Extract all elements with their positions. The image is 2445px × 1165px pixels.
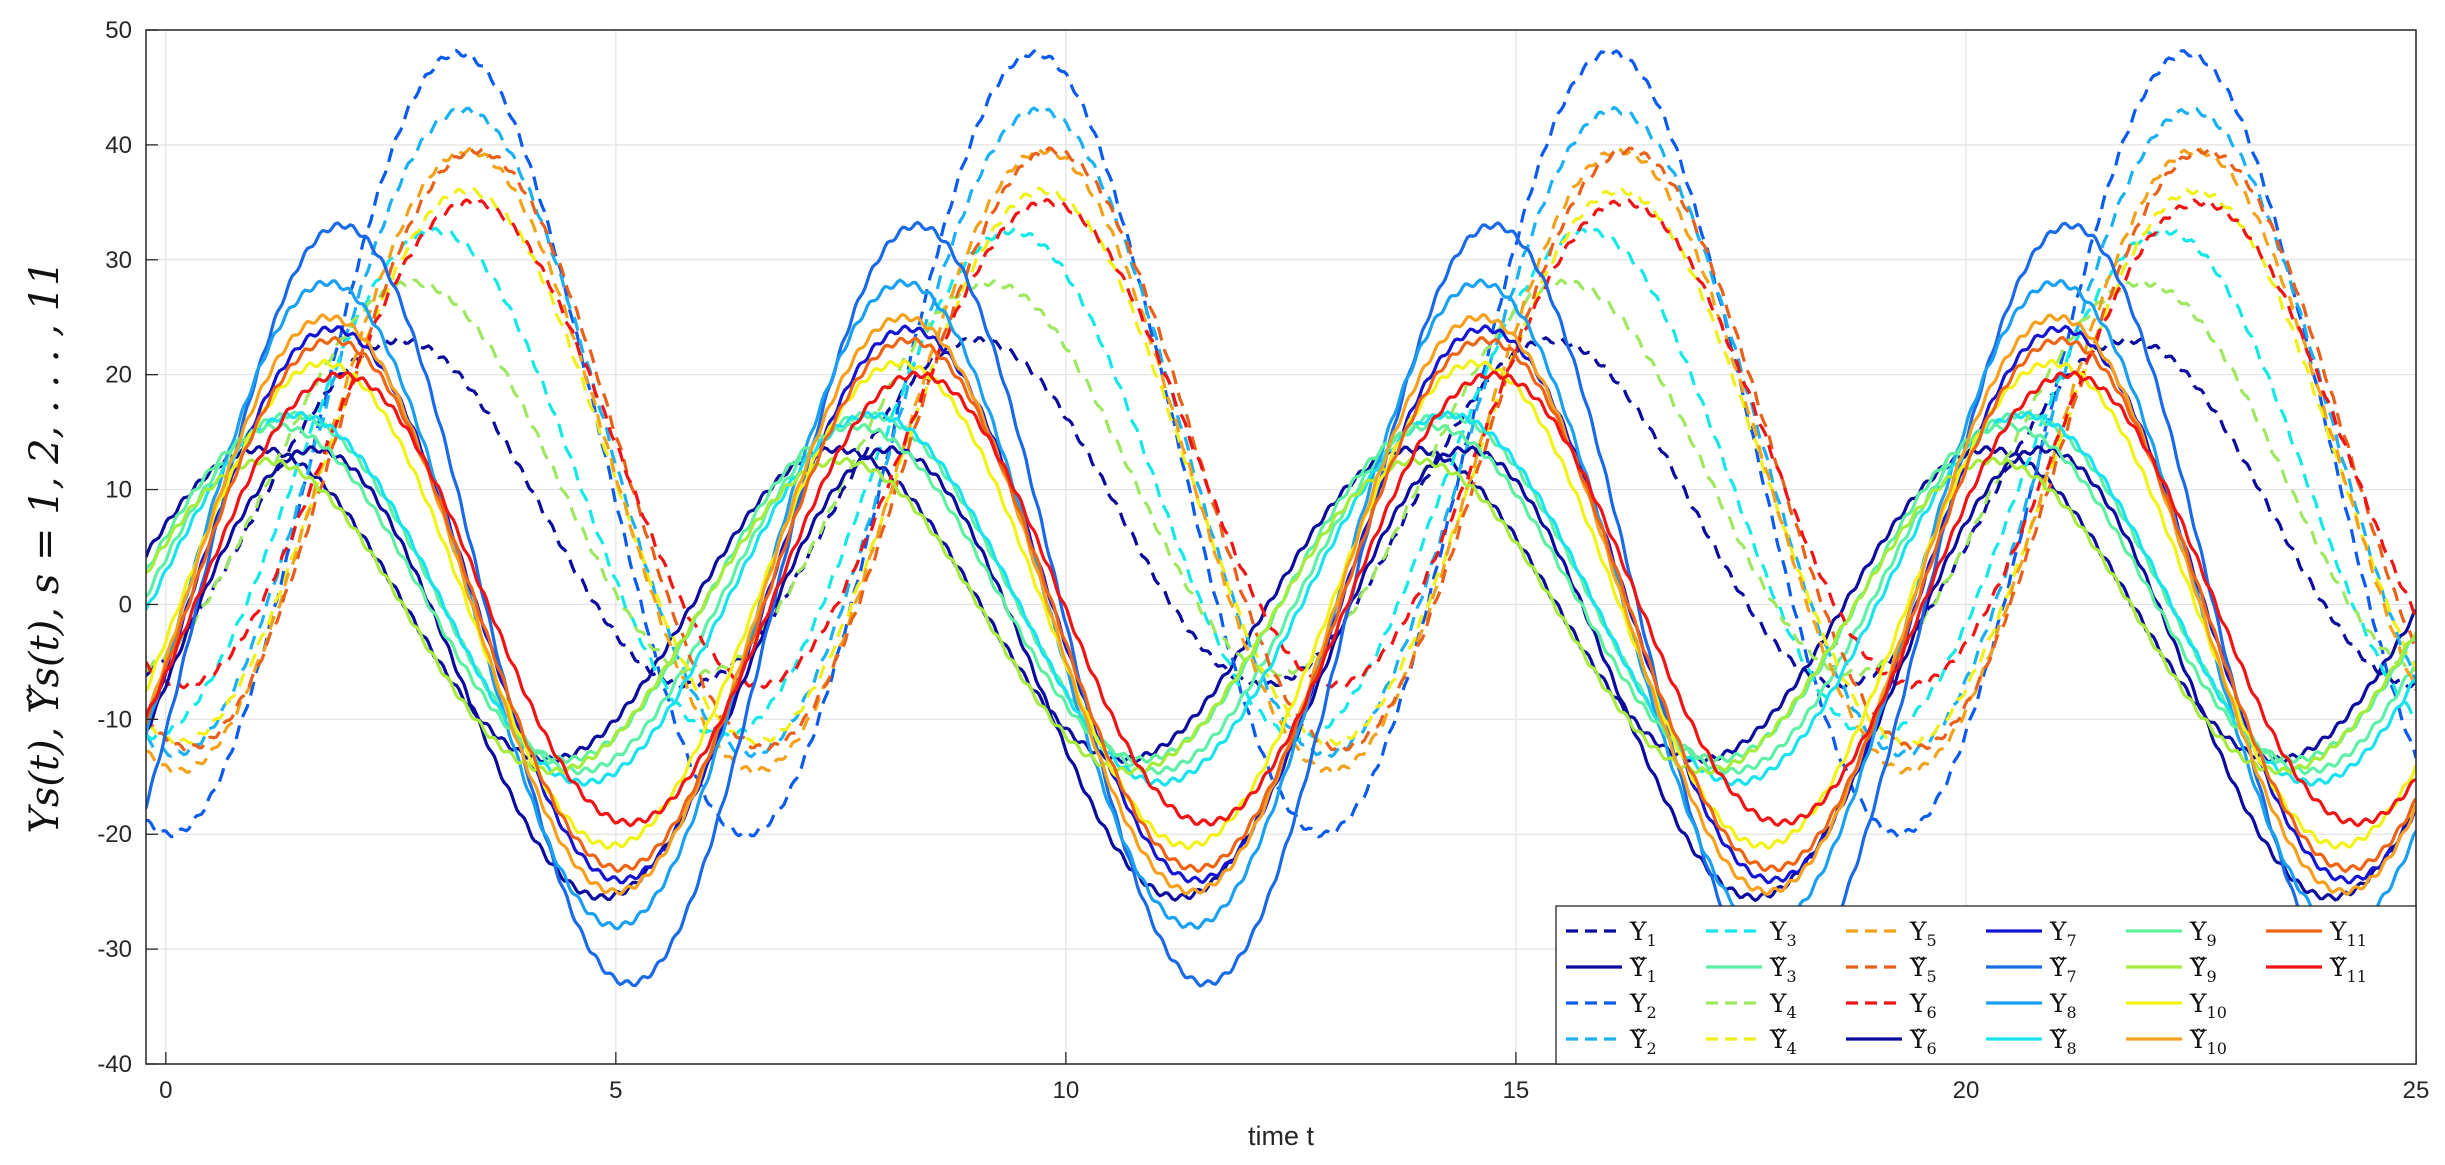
legend-entry: Υ5 <box>1909 917 1937 950</box>
y-tick-label: 20 <box>105 362 132 389</box>
x-axis-label: time t <box>1248 1121 1315 1151</box>
plot-frame <box>145 29 2417 1065</box>
legend-entry: Υ3 <box>1769 917 1797 950</box>
series-line-10 <box>146 146 2416 753</box>
legend-entry: Υ2 <box>1629 989 1657 1022</box>
y-tick-label: -20 <box>97 821 132 848</box>
y-tick-label: 0 <box>119 591 132 618</box>
legend-entry: Υ̃10 <box>2189 1025 2227 1058</box>
legend-entry: Υ̃6 <box>1909 1025 1937 1058</box>
x-tick-label: 10 <box>1053 1077 1080 1104</box>
x-tick-label: 25 <box>2403 1077 2430 1104</box>
y-tick-label: -10 <box>97 706 132 733</box>
legend-entry: Υ7 <box>2049 917 2077 950</box>
y-tick-label: -40 <box>97 1051 132 1078</box>
series-line-21 <box>146 335 2416 874</box>
legend-entry: Υ8 <box>2049 989 2077 1022</box>
y-axis-label: Υs(t), Υ̃s(t), s = 1, 2, . . . , 11 <box>22 260 68 833</box>
legend-entry: Υ9 <box>2189 917 2217 950</box>
legend-entry: Υ4 <box>1769 989 1797 1022</box>
legend-entry: Υ̃2 <box>1629 1025 1657 1058</box>
x-tick-label: 15 <box>1503 1077 1530 1104</box>
series-line-9 <box>146 146 2416 776</box>
legend-entry: Υ̃11 <box>2329 953 2367 986</box>
legend-entry: Υ̃4 <box>1769 1025 1797 1058</box>
series-line-15 <box>146 278 2416 931</box>
legend-entry: Υ10 <box>2189 989 2227 1022</box>
x-tick-label: 5 <box>609 1077 622 1104</box>
y-tick-label: 10 <box>105 477 132 504</box>
series-layer <box>146 48 2416 989</box>
y-tick-label: 30 <box>105 247 132 274</box>
y-tick-label: 50 <box>105 17 132 44</box>
x-tick-label: 20 <box>1953 1077 1980 1104</box>
series-line-8 <box>146 186 2416 748</box>
legend-entry: Υ̃8 <box>2049 1025 2077 1058</box>
x-tick-label: 0 <box>159 1077 172 1104</box>
axis-ticks: 0 5 10 15 20 25 -40 -30 -20 -10 0 10 20 30 40 50 <box>97 17 2429 1104</box>
series-line-22 <box>146 370 2416 828</box>
series-line-4 <box>146 105 2416 759</box>
y-tick-label: 40 <box>105 132 132 159</box>
series-line-7 <box>146 278 2416 679</box>
legend-entry: Υ1 <box>1629 917 1657 950</box>
y-tick-label: -30 <box>97 936 132 963</box>
legend-entry: Υ̃5 <box>1909 953 1937 986</box>
legend-entry: Υ̃1 <box>1629 953 1657 986</box>
legend-entry: Υ̃7 <box>2049 953 2077 986</box>
legend-entry: Υ̃9 <box>2189 953 2217 986</box>
legend: Υ1 Υ̃1 Υ2 Υ̃2 Υ3 Υ̃3 Υ4 Υ̃4 Υ5 Υ̃5 Υ6 Υ̃6 Υ7 Υ̃7 Υ8 Υ̃8… <box>1555 905 2417 1065</box>
legend-entry: Υ̃3 <box>1769 953 1797 986</box>
legend-entry: Υ6 <box>1909 989 1937 1022</box>
legend-entry: Υ11 <box>2329 917 2367 950</box>
